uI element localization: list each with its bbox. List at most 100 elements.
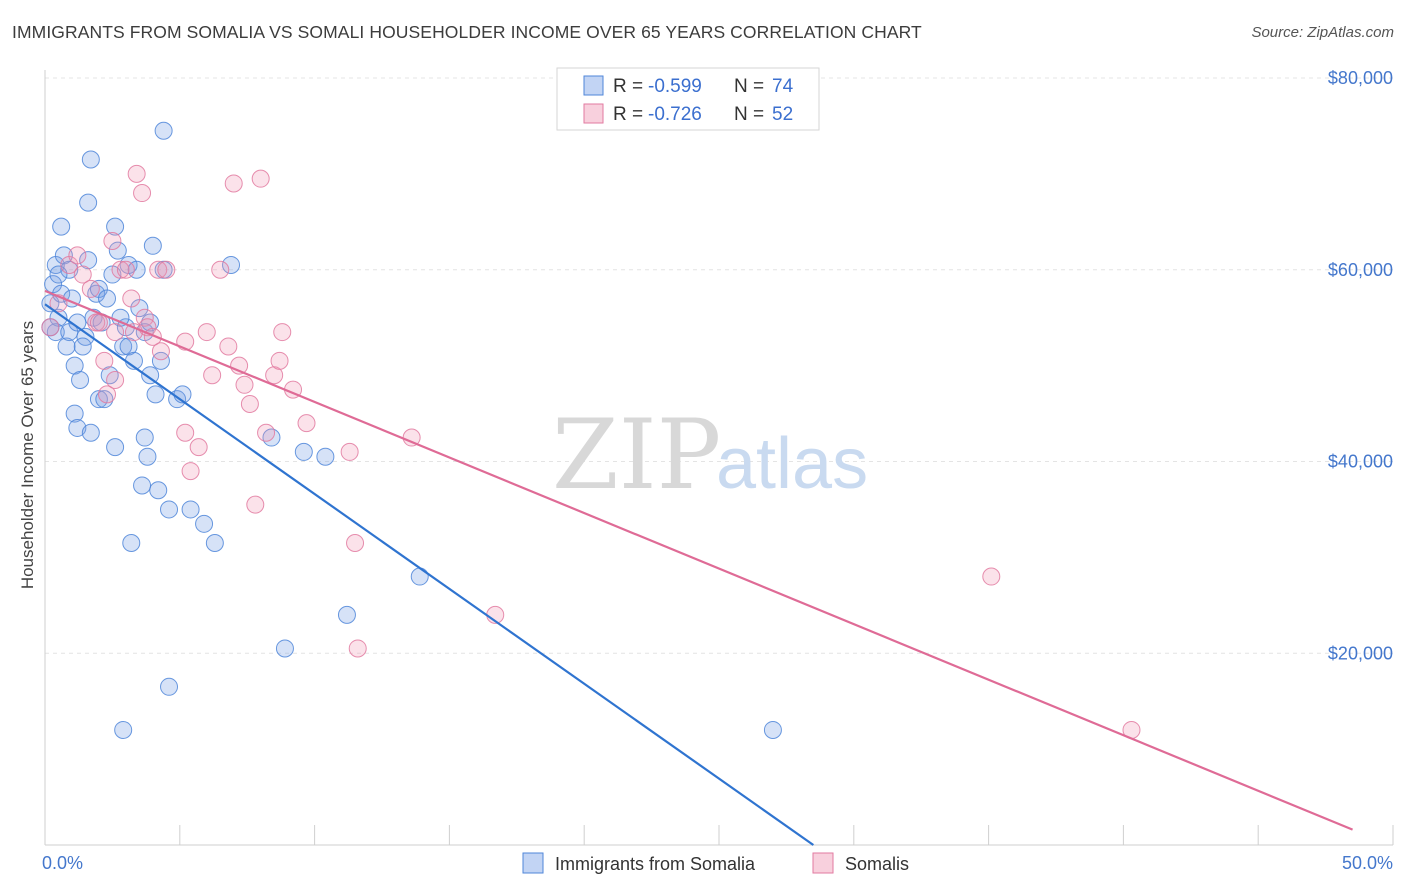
point-somalis-24 [157,260,176,279]
point-somalia-12 [65,404,84,423]
legend-r-value-2: -0.726 [648,104,702,125]
point-somalia-28 [98,289,117,308]
legend-n-label-2: N = [734,104,764,125]
y-tick-labels: $20,000 $40,000 $60,000 $80,000 [1328,68,1393,663]
point-somalia-51 [149,481,168,500]
point-somalia-43 [133,476,152,495]
watermark: ZIP atlas [552,399,868,511]
point-somalia-47 [141,366,160,385]
point-somalia-38 [119,337,138,356]
point-somalia-32 [106,438,125,457]
point-somalis-35 [235,375,254,394]
point-somalis-14 [116,260,135,279]
point-somalis-47 [348,639,367,658]
trend-line-somalis [44,289,1353,831]
point-somalia-3 [46,323,65,342]
point-somalis-30 [203,366,222,385]
point-somalia-27 [95,390,114,409]
series-immigrants-from-somalia [41,121,782,739]
point-somalis-3 [68,246,87,265]
x-tick-labels: 0.0% 50.0% [42,853,1393,873]
point-somalia-54 [154,121,173,140]
legend-r-value-1: -0.599 [648,76,702,97]
y-tick-label-0: $20,000 [1328,643,1393,663]
legend-n-value-2: 52 [772,104,793,125]
point-somalia-69 [763,720,782,739]
point-somalis-11 [106,323,125,342]
point-somalia-67 [337,605,356,624]
point-somalia-59 [181,500,200,519]
point-somalis-45 [340,442,359,461]
point-somalis-28 [189,438,208,457]
point-somalis-18 [133,184,152,203]
point-somalis-39 [257,423,276,442]
point-somalis-10 [103,231,122,250]
point-somalis-37 [246,495,265,514]
point-somalis-50 [982,567,1001,586]
chart-title: IMMIGRANTS FROM SOMALIA VS SOMALI HOUSEH… [12,22,922,42]
point-somalia-39 [122,533,141,552]
correlation-legend: R = -0.599 N = 74 R = -0.726 N = 52 [556,67,820,131]
y-tick-label-3: $80,000 [1328,68,1393,88]
series-legend: Immigrants from Somalia Somalis [522,852,909,874]
bottom-legend-label-pink: Somalis [845,854,909,874]
point-somalis-23 [151,342,170,361]
point-somalia-13 [65,356,84,375]
y-tick-label-2: $60,000 [1328,260,1393,280]
point-somalis-41 [270,351,289,370]
point-somalia-61 [205,533,224,552]
point-somalis-29 [197,323,216,342]
point-somalia-33 [108,241,127,260]
y-axis-label: Householder Income Over 65 years [18,321,37,589]
trend-lines [44,289,1353,846]
point-somalia-15 [68,313,87,332]
point-somalia-14 [68,418,87,437]
point-somalia-60 [195,514,214,533]
point-somalia-7 [54,246,73,265]
point-somalis-33 [224,174,243,193]
point-somalia-66 [316,447,335,466]
point-somalis-26 [176,423,195,442]
point-somalia-20 [81,423,100,442]
point-somalia-16 [71,371,90,390]
point-somalia-34 [114,337,133,356]
point-somalia-8 [57,337,76,356]
series-somalis [41,164,1141,739]
point-somalia-68 [410,567,429,586]
point-somalia-52 [151,351,170,370]
y-tick-label-1: $40,000 [1328,452,1393,472]
point-somalia-50 [146,385,165,404]
point-somalia-48 [141,313,160,332]
watermark-zip: ZIP [552,399,721,511]
point-somalis-17 [127,164,146,183]
point-somalia-44 [135,428,154,447]
point-somalia-18 [79,251,98,270]
point-somalis-36 [240,394,259,413]
point-somalis-5 [81,279,100,298]
bottom-legend-swatch-pink [812,852,834,874]
bottom-legend-swatch-blue [522,852,544,874]
point-somalis-46 [346,533,365,552]
point-somalis-40 [265,366,284,385]
x-tick-label-right: 50.0% [1342,853,1393,873]
point-somalia-9 [60,260,79,279]
legend-swatch-blue [583,75,604,96]
trend-line-somalia [44,303,814,846]
point-somalia-72 [73,337,92,356]
point-somalia-62 [222,255,241,274]
axes [44,70,1394,846]
point-somalis-0 [41,318,60,337]
legend-n-value-1: 74 [772,76,794,97]
chart-source: Source: ZipAtlas.com [1251,24,1394,41]
point-somalia-6 [52,217,71,236]
point-somalia-65 [294,442,313,461]
legend-box [556,67,820,131]
point-somalia-41 [127,260,146,279]
point-somalia-55 [160,677,179,696]
point-somalia-63 [262,428,281,447]
point-somalis-15 [122,289,141,308]
bottom-legend-label-blue: Immigrants from Somalia [555,854,756,874]
legend-r-label-1: R = [613,76,643,97]
legend-swatch-pink [583,103,604,124]
point-somalia-56 [160,500,179,519]
